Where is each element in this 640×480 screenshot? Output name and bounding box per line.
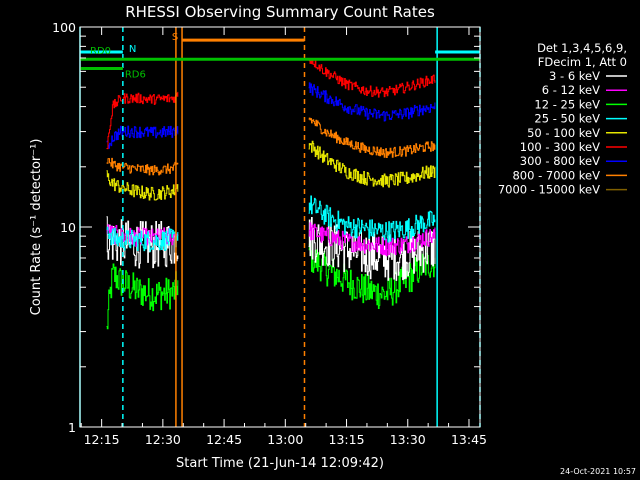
x-tick-label: 12:15 bbox=[84, 432, 120, 447]
x-tick-label: 13:30 bbox=[390, 432, 426, 447]
date-stamp: 24-Oct-2021 10:57 bbox=[560, 467, 636, 476]
y-tick-label: 1 bbox=[68, 420, 76, 435]
series-line-800-7000-keV-seg2 bbox=[308, 117, 436, 158]
y-tick-label: 100 bbox=[52, 20, 76, 35]
series-line-50-100-keV-seg2 bbox=[308, 140, 436, 188]
x-tick-label: 13:15 bbox=[329, 432, 365, 447]
series-line-300-800-keV-seg1 bbox=[106, 125, 179, 149]
y-tick-label: 10 bbox=[60, 220, 76, 235]
series-line-25-50-keV-seg2 bbox=[308, 195, 436, 243]
flag-label-s-2: S bbox=[172, 32, 178, 43]
series-line-100-300-keV-seg2 bbox=[308, 58, 436, 98]
flag-label-n-0: N bbox=[129, 44, 136, 55]
legend-entry-label: 3 - 6 keV bbox=[549, 69, 600, 83]
x-tick-label: 13:00 bbox=[267, 432, 303, 447]
chart-title: RHESSI Observing Summary Count Rates bbox=[125, 3, 435, 21]
series-line-6-12-keV-seg2 bbox=[308, 222, 436, 257]
legend-header-line-1: Det 1,3,4,5,6,9, bbox=[537, 41, 627, 55]
legend-entry-label: 12 - 25 keV bbox=[534, 97, 600, 111]
legend-entry-label: 800 - 7000 keV bbox=[512, 168, 600, 182]
series-line-100-300-keV-seg1 bbox=[106, 91, 179, 150]
legend-entry-label: 300 - 800 keV bbox=[520, 154, 600, 168]
legend-entry-label: 50 - 100 keV bbox=[527, 126, 600, 140]
x-tick-label: 12:45 bbox=[206, 432, 242, 447]
series-line-25-50-keV-seg1 bbox=[106, 226, 179, 252]
ticks-layer: 12:15 12:30 12:45 13:00 13:15 13:30 13:45 1 10 10… bbox=[52, 20, 487, 447]
x-axis-label: Start Time (21-Jun-14 12:09:42) bbox=[176, 456, 384, 471]
series-line-12-25-keV-seg1 bbox=[106, 263, 179, 330]
series-line-3-6-keV-seg2 bbox=[308, 217, 436, 281]
legend-entry-label: 7000 - 15000 keV bbox=[498, 183, 600, 197]
legend-entry-label: 25 - 50 keV bbox=[534, 112, 600, 126]
series-line-50-100-keV-seg1 bbox=[106, 170, 179, 201]
x-tick-label: 12:30 bbox=[145, 432, 181, 447]
flag-label-rd6-4: RD6 bbox=[125, 70, 146, 81]
legend-entry-label: 100 - 300 keV bbox=[520, 140, 600, 154]
legend-header-line-2: FDecim 1, Att 0 bbox=[538, 55, 627, 69]
flag-label-rd0-3: RD0 bbox=[90, 46, 111, 57]
x-tick-label: 13:45 bbox=[451, 432, 487, 447]
legend-entry-label: 6 - 12 keV bbox=[542, 83, 600, 97]
data-layer: N S RD0 RD6 bbox=[79, 27, 481, 427]
y-axis-label: Count Rate (s⁻¹ detector⁻¹) bbox=[29, 139, 44, 316]
legend: Det 1,3,4,5,6,9, FDecim 1, Att 0 3 - 6 k… bbox=[498, 41, 627, 197]
series-line-800-7000-keV-seg1 bbox=[106, 157, 179, 176]
series-line-300-800-keV-seg2 bbox=[308, 82, 436, 122]
